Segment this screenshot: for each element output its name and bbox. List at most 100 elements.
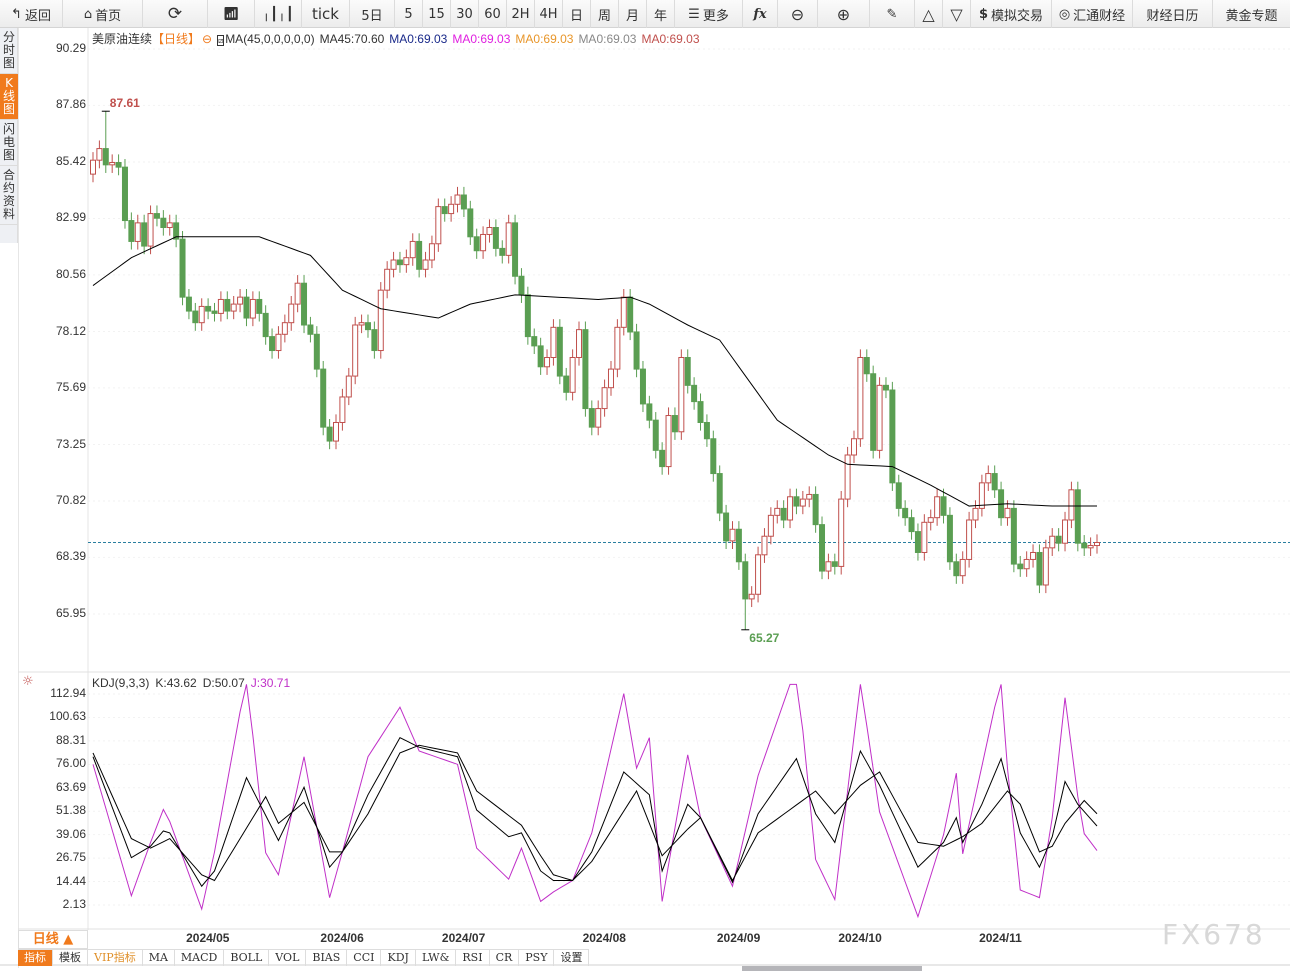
- candle[interactable]: [435, 198, 442, 252]
- chart-type-button[interactable]: 📶︎: [208, 0, 255, 28]
- triangle-down-button[interactable]: ▽: [943, 0, 971, 28]
- candle[interactable]: [639, 360, 646, 413]
- candle[interactable]: [441, 198, 448, 222]
- period-month[interactable]: 月: [619, 0, 647, 28]
- candle[interactable]: [556, 319, 563, 385]
- candle[interactable]: [863, 349, 870, 382]
- candle[interactable]: [326, 419, 333, 450]
- candle[interactable]: [819, 516, 826, 580]
- period-year[interactable]: 年: [647, 0, 675, 28]
- candle[interactable]: [518, 268, 525, 303]
- candle[interactable]: [742, 553, 749, 630]
- candle[interactable]: [582, 321, 589, 417]
- candle[interactable]: [946, 507, 953, 570]
- candle[interactable]: [243, 289, 250, 327]
- candle[interactable]: [428, 235, 435, 269]
- candle[interactable]: [614, 319, 621, 378]
- candle[interactable]: [755, 546, 762, 603]
- candle[interactable]: [838, 490, 845, 575]
- candle[interactable]: [588, 400, 595, 436]
- indicator-tab-vol[interactable]: VOL: [269, 950, 307, 966]
- candle[interactable]: [198, 298, 205, 331]
- candle[interactable]: [812, 486, 819, 533]
- candle[interactable]: [384, 261, 391, 299]
- candle[interactable]: [697, 393, 704, 431]
- candle[interactable]: [978, 474, 985, 517]
- left-tab-contract-info[interactable]: 合约资料: [0, 166, 18, 225]
- candle[interactable]: [671, 407, 678, 440]
- candle[interactable]: [870, 365, 877, 459]
- candle[interactable]: [723, 504, 730, 550]
- period-5day[interactable]: 5日: [350, 0, 395, 28]
- indicator-tab-cr[interactable]: CR: [490, 950, 520, 966]
- candle[interactable]: [153, 205, 160, 227]
- candle[interactable]: [735, 521, 742, 570]
- candle[interactable]: [141, 214, 148, 255]
- candle[interactable]: [595, 400, 602, 436]
- candle[interactable]: [774, 500, 781, 524]
- period-15[interactable]: 15: [423, 0, 451, 28]
- candle[interactable]: [761, 528, 768, 563]
- candle[interactable]: [825, 553, 832, 580]
- indicator-tab-boll[interactable]: BOLL: [224, 950, 270, 966]
- candle[interactable]: [850, 430, 857, 464]
- candle[interactable]: [1074, 481, 1081, 552]
- sim-trade-button[interactable]: $ 模拟交易: [971, 0, 1052, 28]
- zoom-in-button[interactable]: ⊕: [818, 0, 870, 28]
- candle[interactable]: [780, 500, 787, 529]
- candle[interactable]: [96, 140, 103, 169]
- candle[interactable]: [301, 275, 308, 334]
- candle[interactable]: [902, 500, 909, 526]
- back-button[interactable]: ↰ 返回: [0, 0, 63, 28]
- candle[interactable]: [371, 321, 378, 359]
- period-4h[interactable]: 4H: [535, 0, 563, 28]
- candle[interactable]: [806, 486, 813, 508]
- candle[interactable]: [1081, 535, 1088, 556]
- candle[interactable]: [281, 314, 288, 343]
- candle[interactable]: [492, 219, 499, 257]
- candle[interactable]: [448, 196, 455, 222]
- formula-button[interactable]: fx: [743, 0, 778, 28]
- period-week[interactable]: 周: [591, 0, 619, 28]
- candle[interactable]: [524, 286, 531, 345]
- candle[interactable]: [844, 446, 851, 508]
- candle[interactable]: [576, 321, 583, 366]
- candle[interactable]: [1017, 555, 1024, 577]
- indicator-tab-vip指标[interactable]: VIP指标: [88, 950, 143, 966]
- candle[interactable]: [678, 349, 685, 440]
- period-5[interactable]: 5: [395, 0, 423, 28]
- candle[interactable]: [262, 305, 269, 345]
- candle[interactable]: [633, 323, 640, 378]
- candle[interactable]: [985, 465, 992, 491]
- candle[interactable]: [454, 186, 461, 213]
- candle[interactable]: [160, 210, 167, 236]
- candle[interactable]: [499, 240, 506, 264]
- candle[interactable]: [972, 500, 979, 529]
- candle[interactable]: [1094, 534, 1100, 554]
- candle[interactable]: [134, 214, 141, 250]
- candle[interactable]: [991, 465, 998, 498]
- candle[interactable]: [748, 586, 755, 608]
- indicator-tab-指标[interactable]: 指标: [18, 950, 53, 966]
- candle[interactable]: [377, 282, 384, 359]
- candle[interactable]: [1004, 500, 1011, 526]
- period-day[interactable]: 日: [563, 0, 591, 28]
- candle[interactable]: [396, 251, 403, 273]
- candle[interactable]: [927, 509, 934, 531]
- scrollbar[interactable]: [742, 966, 922, 971]
- candle[interactable]: [544, 349, 551, 375]
- candle[interactable]: [115, 154, 122, 176]
- candle[interactable]: [364, 314, 371, 338]
- candle[interactable]: [467, 200, 474, 245]
- calendar-button[interactable]: 财经日历: [1133, 0, 1213, 28]
- candle[interactable]: [1049, 528, 1056, 556]
- period-tick[interactable]: tick: [302, 0, 350, 28]
- indicator-tab-lw&[interactable]: LW&: [416, 950, 457, 966]
- triangle-up-button[interactable]: △: [915, 0, 943, 28]
- indicator-tab-rsi[interactable]: RSI: [456, 950, 490, 966]
- candle[interactable]: [787, 488, 794, 529]
- candle[interactable]: [703, 414, 710, 447]
- candle[interactable]: [793, 488, 800, 515]
- candle[interactable]: [563, 367, 570, 401]
- candle[interactable]: [102, 111, 109, 173]
